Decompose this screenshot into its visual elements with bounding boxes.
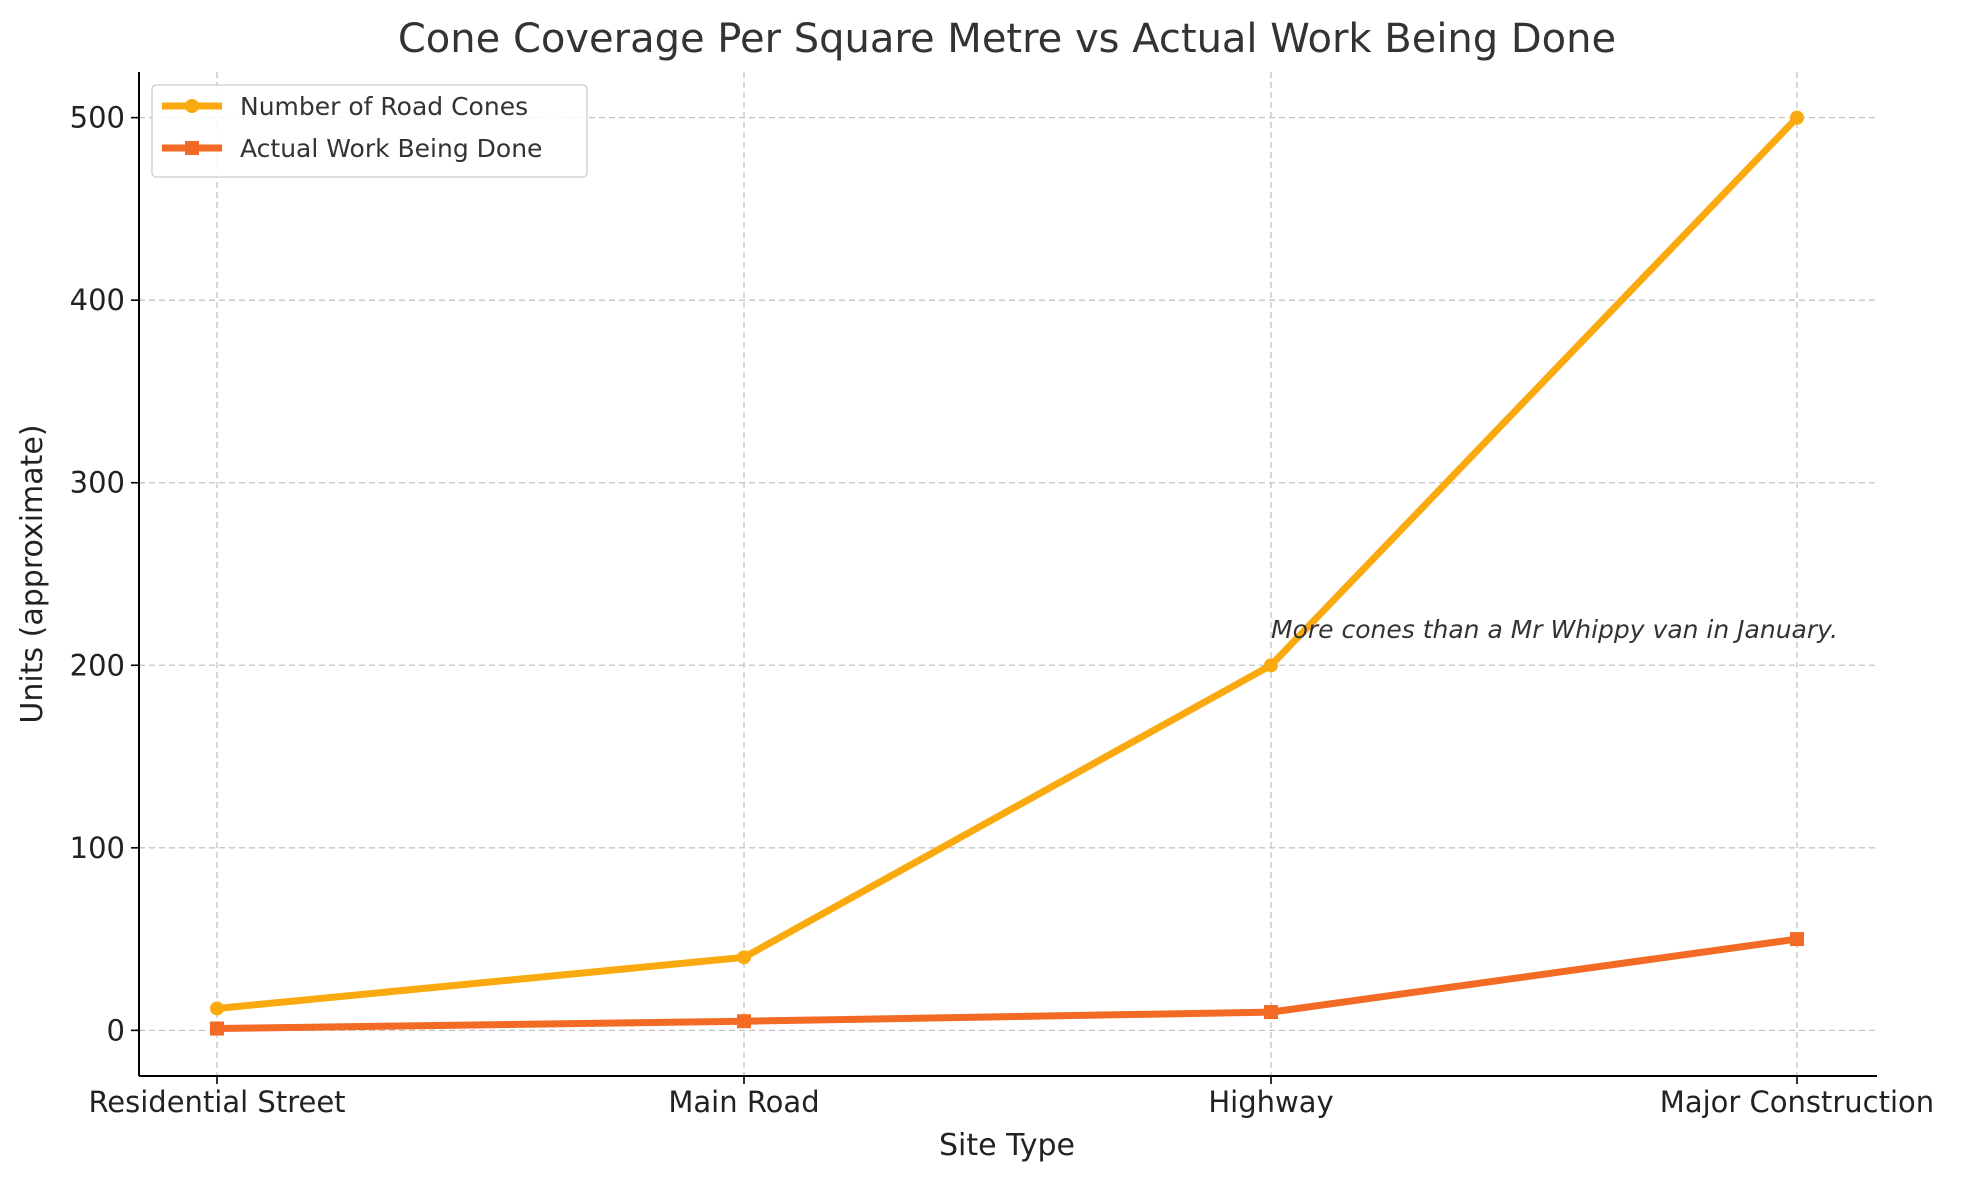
series-layer bbox=[210, 110, 1804, 1036]
legend-box bbox=[151, 84, 588, 178]
series-line bbox=[213, 935, 1801, 1033]
annotations: More cones than a Mr Whippy van in Janua… bbox=[1271, 615, 1838, 644]
data-point bbox=[1264, 1005, 1278, 1020]
data-point bbox=[210, 1001, 224, 1016]
data-point bbox=[210, 1021, 224, 1036]
data-point bbox=[737, 1014, 751, 1029]
y-tick-label: 400 bbox=[70, 283, 125, 317]
x-tick-label: Residential Street bbox=[88, 1085, 345, 1119]
x-tick-label: Main Road bbox=[668, 1085, 819, 1119]
y-tick-label: 300 bbox=[70, 466, 125, 500]
legend-item: Actual Work Being Done bbox=[162, 134, 542, 163]
legend-label: Number of Road Cones bbox=[240, 92, 528, 121]
x-axis-label: Site Type bbox=[939, 1128, 1075, 1163]
legend-item: Number of Road Cones bbox=[162, 92, 528, 121]
data-point bbox=[1790, 932, 1804, 947]
y-tick-label: 200 bbox=[70, 648, 125, 682]
y-tick-label: 0 bbox=[107, 1013, 125, 1047]
series-line bbox=[213, 114, 1801, 1012]
legend: Number of Road Cones Actual Work Being Do… bbox=[151, 84, 588, 178]
series-road-cones bbox=[210, 110, 1804, 1016]
y-tick-label: 100 bbox=[70, 831, 125, 865]
annotation-text: More cones than a Mr Whippy van in Janua… bbox=[1271, 615, 1838, 644]
series-actual-work bbox=[210, 932, 1804, 1036]
legend-marker bbox=[185, 99, 199, 113]
legend-marker bbox=[185, 141, 199, 155]
ticks: Residential Street Main Road Highway Major … bbox=[70, 101, 1935, 1119]
grid bbox=[139, 72, 1877, 1076]
axes bbox=[138, 72, 1877, 1077]
chart-title: Cone Coverage Per Square Metre vs Actual… bbox=[398, 16, 1616, 62]
data-point bbox=[737, 950, 751, 965]
data-point bbox=[1790, 110, 1804, 125]
y-tick-label: 500 bbox=[70, 101, 125, 135]
x-tick-label: Major Construction bbox=[1660, 1085, 1934, 1119]
y-axis-label: Units (approximate) bbox=[15, 424, 50, 723]
legend-label: Actual Work Being Done bbox=[240, 134, 542, 163]
x-tick-label: Highway bbox=[1208, 1085, 1333, 1119]
data-point bbox=[1264, 658, 1278, 673]
